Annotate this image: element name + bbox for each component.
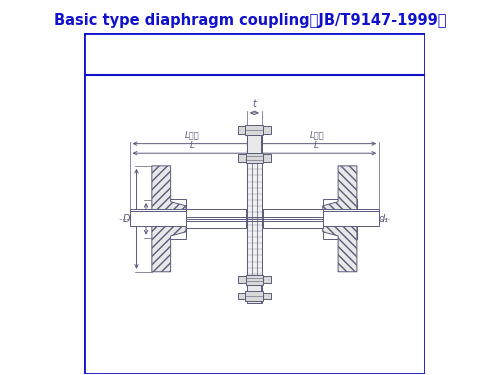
- Bar: [186, 209, 246, 228]
- Text: Basic type diaphragm coupling（JB/T9147-1999）: Basic type diaphragm coupling（JB/T9147-1…: [54, 13, 446, 28]
- Text: L推带: L推带: [310, 130, 324, 140]
- Text: L: L: [190, 141, 194, 150]
- Text: D: D: [123, 214, 130, 224]
- Text: d: d: [146, 214, 152, 224]
- Bar: [238, 154, 246, 162]
- Bar: [238, 126, 246, 134]
- Bar: [152, 199, 186, 238]
- Bar: [262, 209, 322, 228]
- Bar: [262, 154, 271, 162]
- Bar: [322, 199, 357, 238]
- Bar: [262, 211, 379, 226]
- Bar: [262, 276, 271, 283]
- Bar: [130, 209, 246, 211]
- Bar: [246, 153, 262, 163]
- Bar: [248, 285, 262, 303]
- Bar: [246, 274, 262, 285]
- Bar: [247, 128, 262, 303]
- Bar: [264, 126, 271, 134]
- Polygon shape: [322, 166, 357, 272]
- Text: t: t: [252, 99, 256, 109]
- Bar: [248, 135, 262, 153]
- Text: d₁: d₁: [378, 214, 388, 224]
- Polygon shape: [152, 166, 186, 272]
- Bar: [238, 276, 246, 283]
- Text: L推带: L推带: [184, 130, 200, 140]
- Bar: [238, 293, 246, 299]
- Bar: [262, 209, 379, 211]
- Bar: [130, 211, 246, 226]
- Bar: [264, 293, 271, 299]
- Bar: [246, 125, 264, 135]
- Bar: [246, 291, 264, 301]
- Text: L: L: [314, 141, 319, 150]
- Text: D₁: D₁: [130, 214, 142, 224]
